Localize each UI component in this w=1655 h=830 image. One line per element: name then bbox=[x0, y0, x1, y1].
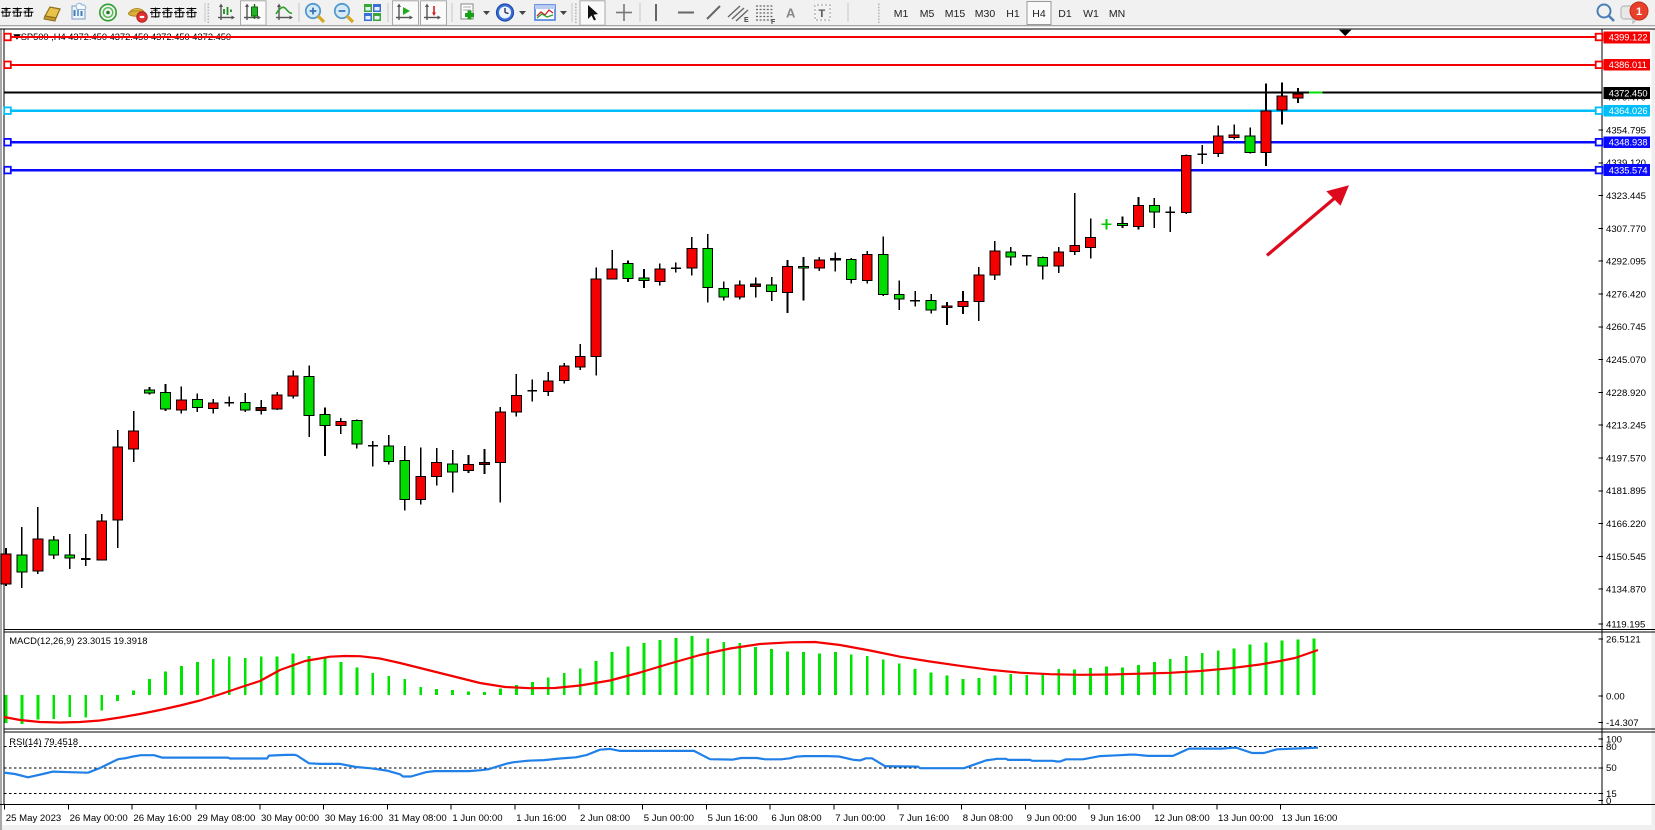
svg-text:4134.870: 4134.870 bbox=[1606, 585, 1646, 596]
svg-text:4228.920: 4228.920 bbox=[1606, 388, 1646, 399]
svg-text:H1: H1 bbox=[1006, 8, 1020, 20]
svg-text:26 May 16:00: 26 May 16:00 bbox=[133, 813, 191, 824]
svg-text:T: T bbox=[819, 8, 826, 20]
svg-text:9 Jun 00:00: 9 Jun 00:00 bbox=[1027, 813, 1077, 824]
svg-text:A: A bbox=[786, 6, 796, 21]
svg-text:80: 80 bbox=[1606, 742, 1617, 753]
svg-text:MACD(12,26,9) 23.3015 19.3918: MACD(12,26,9) 23.3015 19.3918 bbox=[9, 635, 147, 646]
svg-text:26.5121: 26.5121 bbox=[1606, 634, 1641, 645]
svg-text:M30: M30 bbox=[975, 8, 996, 20]
svg-text:4348.938: 4348.938 bbox=[1609, 138, 1648, 148]
svg-text:MN: MN bbox=[1109, 8, 1125, 20]
svg-text:100: 100 bbox=[1606, 735, 1622, 746]
svg-text:4339.120: 4339.120 bbox=[1606, 158, 1646, 169]
svg-text:4260.745: 4260.745 bbox=[1606, 322, 1646, 333]
svg-text:4119.195: 4119.195 bbox=[1606, 619, 1645, 630]
svg-text:4323.445: 4323.445 bbox=[1606, 191, 1646, 202]
svg-text:13 Jun 00:00: 13 Jun 00:00 bbox=[1218, 813, 1273, 824]
svg-text:12 Jun 08:00: 12 Jun 08:00 bbox=[1154, 813, 1209, 824]
svg-text:13 Jun 16:00: 13 Jun 16:00 bbox=[1282, 813, 1337, 824]
svg-text:-14.307: -14.307 bbox=[1606, 718, 1639, 729]
svg-text:9 Jun 16:00: 9 Jun 16:00 bbox=[1090, 813, 1140, 824]
svg-text:E: E bbox=[744, 17, 749, 24]
svg-text:30 May 00:00: 30 May 00:00 bbox=[261, 813, 319, 824]
svg-text:7 Jun 00:00: 7 Jun 00:00 bbox=[835, 813, 885, 824]
svg-text:4335.574: 4335.574 bbox=[1609, 165, 1648, 175]
svg-text:26 May 00:00: 26 May 00:00 bbox=[70, 813, 128, 824]
svg-text:31 May 08:00: 31 May 08:00 bbox=[389, 813, 447, 824]
svg-text:4372.450: 4372.450 bbox=[1609, 88, 1648, 98]
svg-text:4364.026: 4364.026 bbox=[1609, 106, 1648, 116]
svg-text:H4: H4 bbox=[1032, 8, 1046, 20]
svg-text:W1: W1 bbox=[1083, 8, 1099, 20]
svg-text:4307.770: 4307.770 bbox=[1606, 224, 1646, 235]
svg-text:4276.420: 4276.420 bbox=[1606, 289, 1646, 300]
svg-text:4292.095: 4292.095 bbox=[1606, 257, 1646, 268]
svg-text:15: 15 bbox=[1606, 789, 1617, 800]
svg-text:F: F bbox=[771, 19, 776, 26]
svg-text:5 Jun 16:00: 5 Jun 16:00 bbox=[708, 813, 758, 824]
svg-text:4354.795: 4354.795 bbox=[1606, 125, 1646, 136]
svg-text:D1: D1 bbox=[1058, 8, 1072, 20]
svg-text:RSI(14) 79.4518: RSI(14) 79.4518 bbox=[9, 736, 78, 747]
svg-text:4181.895: 4181.895 bbox=[1606, 486, 1646, 497]
svg-text:1 Jun 16:00: 1 Jun 16:00 bbox=[516, 813, 566, 824]
svg-text:M5: M5 bbox=[920, 8, 935, 20]
svg-text:0.00: 0.00 bbox=[1606, 691, 1625, 702]
svg-text:2 Jun 08:00: 2 Jun 08:00 bbox=[580, 813, 630, 824]
svg-text:8 Jun 08:00: 8 Jun 08:00 bbox=[963, 813, 1013, 824]
svg-text:4386.011: 4386.011 bbox=[1609, 60, 1647, 70]
svg-text:29 May 08:00: 29 May 08:00 bbox=[197, 813, 255, 824]
svg-text:4150.545: 4150.545 bbox=[1606, 552, 1646, 563]
svg-text:1: 1 bbox=[1636, 6, 1642, 18]
svg-text:4166.220: 4166.220 bbox=[1606, 519, 1646, 530]
svg-text:4245.070: 4245.070 bbox=[1606, 355, 1646, 366]
svg-text:4213.245: 4213.245 bbox=[1606, 421, 1646, 432]
svg-text:4197.570: 4197.570 bbox=[1606, 453, 1646, 464]
svg-text:0: 0 bbox=[1606, 796, 1611, 807]
svg-text:6 Jun 08:00: 6 Jun 08:00 bbox=[771, 813, 821, 824]
svg-text:5 Jun 00:00: 5 Jun 00:00 bbox=[644, 813, 694, 824]
svg-text:M1: M1 bbox=[894, 8, 909, 20]
svg-text:M15: M15 bbox=[945, 8, 966, 20]
svg-text:1 Jun 00:00: 1 Jun 00:00 bbox=[452, 813, 502, 824]
svg-text:50: 50 bbox=[1606, 763, 1617, 774]
svg-text:25 May 2023: 25 May 2023 bbox=[6, 813, 61, 824]
svg-text:4399.122: 4399.122 bbox=[1609, 33, 1648, 43]
svg-text:7 Jun 16:00: 7 Jun 16:00 bbox=[899, 813, 949, 824]
svg-text:30 May 16:00: 30 May 16:00 bbox=[325, 813, 383, 824]
